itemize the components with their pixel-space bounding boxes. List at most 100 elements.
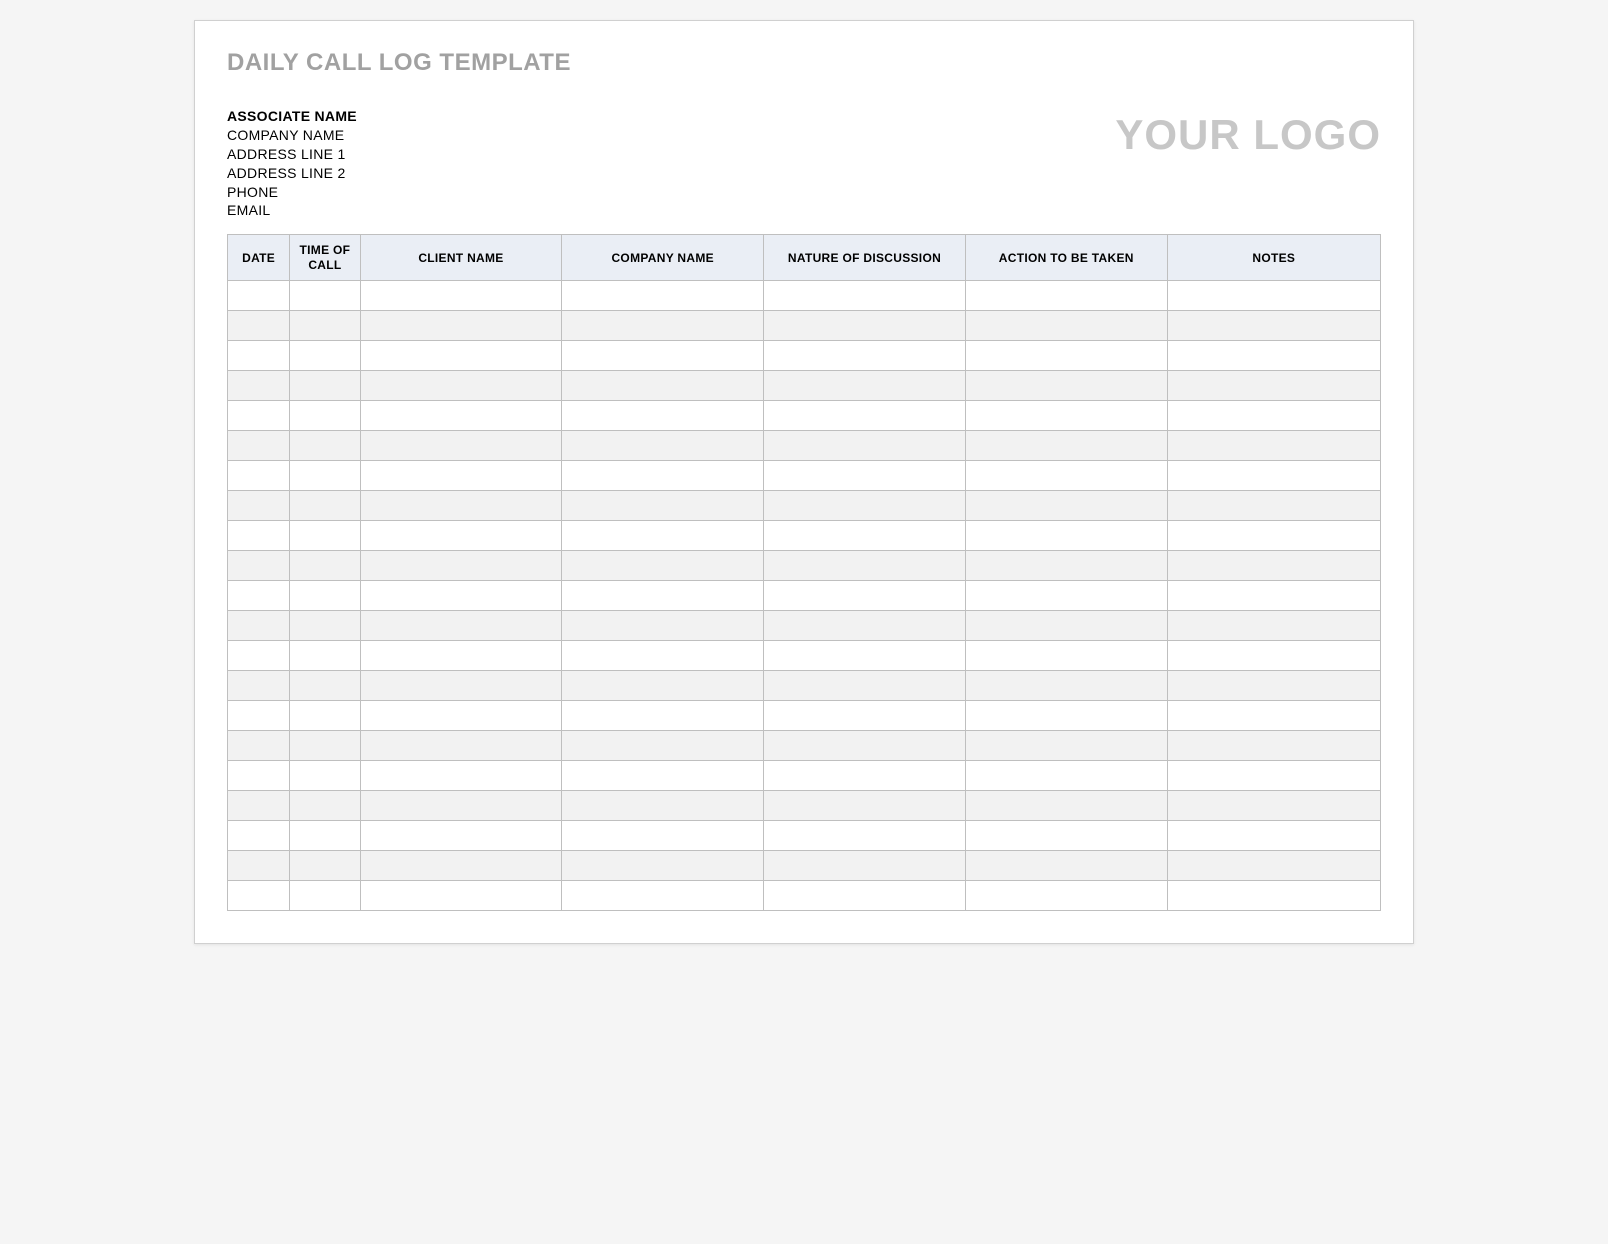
table-cell[interactable]: [965, 401, 1167, 431]
table-cell[interactable]: [764, 581, 966, 611]
table-cell[interactable]: [1167, 791, 1380, 821]
table-cell[interactable]: [764, 491, 966, 521]
table-cell[interactable]: [764, 641, 966, 671]
table-cell[interactable]: [360, 431, 562, 461]
table-cell[interactable]: [360, 581, 562, 611]
table-cell[interactable]: [290, 461, 360, 491]
table-cell[interactable]: [228, 851, 290, 881]
table-cell[interactable]: [290, 731, 360, 761]
table-cell[interactable]: [360, 761, 562, 791]
table-cell[interactable]: [1167, 611, 1380, 641]
table-cell[interactable]: [290, 881, 360, 911]
table-cell[interactable]: [228, 581, 290, 611]
table-cell[interactable]: [228, 491, 290, 521]
table-cell[interactable]: [1167, 461, 1380, 491]
table-cell[interactable]: [562, 371, 764, 401]
table-cell[interactable]: [562, 671, 764, 701]
table-cell[interactable]: [290, 791, 360, 821]
table-cell[interactable]: [764, 281, 966, 311]
table-cell[interactable]: [562, 881, 764, 911]
table-cell[interactable]: [290, 371, 360, 401]
table-cell[interactable]: [764, 851, 966, 881]
table-cell[interactable]: [290, 701, 360, 731]
table-cell[interactable]: [965, 731, 1167, 761]
table-cell[interactable]: [1167, 371, 1380, 401]
table-cell[interactable]: [764, 371, 966, 401]
table-cell[interactable]: [360, 671, 562, 701]
table-cell[interactable]: [764, 311, 966, 341]
table-cell[interactable]: [965, 581, 1167, 611]
table-cell[interactable]: [1167, 281, 1380, 311]
table-cell[interactable]: [1167, 431, 1380, 461]
table-cell[interactable]: [965, 641, 1167, 671]
table-cell[interactable]: [764, 341, 966, 371]
table-cell[interactable]: [1167, 821, 1380, 851]
table-cell[interactable]: [965, 371, 1167, 401]
table-cell[interactable]: [360, 371, 562, 401]
table-cell[interactable]: [562, 341, 764, 371]
table-cell[interactable]: [290, 401, 360, 431]
table-cell[interactable]: [764, 881, 966, 911]
table-cell[interactable]: [228, 401, 290, 431]
table-cell[interactable]: [562, 461, 764, 491]
table-cell[interactable]: [228, 281, 290, 311]
table-cell[interactable]: [360, 821, 562, 851]
table-cell[interactable]: [764, 401, 966, 431]
table-cell[interactable]: [562, 761, 764, 791]
table-cell[interactable]: [1167, 341, 1380, 371]
table-cell[interactable]: [1167, 881, 1380, 911]
table-cell[interactable]: [360, 611, 562, 641]
table-cell[interactable]: [290, 671, 360, 701]
table-cell[interactable]: [360, 281, 562, 311]
table-cell[interactable]: [228, 311, 290, 341]
table-cell[interactable]: [360, 641, 562, 671]
table-cell[interactable]: [965, 491, 1167, 521]
table-cell[interactable]: [360, 551, 562, 581]
table-cell[interactable]: [965, 551, 1167, 581]
table-cell[interactable]: [965, 761, 1167, 791]
table-cell[interactable]: [965, 791, 1167, 821]
table-cell[interactable]: [228, 611, 290, 641]
table-cell[interactable]: [1167, 701, 1380, 731]
table-cell[interactable]: [228, 551, 290, 581]
table-cell[interactable]: [1167, 311, 1380, 341]
table-cell[interactable]: [228, 791, 290, 821]
table-cell[interactable]: [228, 521, 290, 551]
table-cell[interactable]: [360, 461, 562, 491]
table-cell[interactable]: [290, 581, 360, 611]
table-cell[interactable]: [965, 611, 1167, 641]
table-cell[interactable]: [764, 521, 966, 551]
table-cell[interactable]: [360, 341, 562, 371]
table-cell[interactable]: [562, 491, 764, 521]
table-cell[interactable]: [562, 281, 764, 311]
table-cell[interactable]: [1167, 581, 1380, 611]
table-cell[interactable]: [228, 731, 290, 761]
table-cell[interactable]: [360, 881, 562, 911]
table-cell[interactable]: [562, 641, 764, 671]
table-cell[interactable]: [1167, 761, 1380, 791]
table-cell[interactable]: [562, 821, 764, 851]
table-cell[interactable]: [360, 731, 562, 761]
table-cell[interactable]: [965, 521, 1167, 551]
table-cell[interactable]: [228, 641, 290, 671]
table-cell[interactable]: [290, 641, 360, 671]
table-cell[interactable]: [290, 761, 360, 791]
table-cell[interactable]: [562, 431, 764, 461]
table-cell[interactable]: [562, 311, 764, 341]
table-cell[interactable]: [290, 851, 360, 881]
table-cell[interactable]: [764, 701, 966, 731]
table-cell[interactable]: [764, 431, 966, 461]
table-cell[interactable]: [228, 821, 290, 851]
table-cell[interactable]: [1167, 521, 1380, 551]
table-cell[interactable]: [290, 611, 360, 641]
table-cell[interactable]: [965, 311, 1167, 341]
table-cell[interactable]: [360, 311, 562, 341]
table-cell[interactable]: [562, 851, 764, 881]
table-cell[interactable]: [1167, 401, 1380, 431]
table-cell[interactable]: [1167, 731, 1380, 761]
table-cell[interactable]: [965, 701, 1167, 731]
table-cell[interactable]: [290, 821, 360, 851]
table-cell[interactable]: [1167, 851, 1380, 881]
table-cell[interactable]: [228, 461, 290, 491]
table-cell[interactable]: [965, 341, 1167, 371]
